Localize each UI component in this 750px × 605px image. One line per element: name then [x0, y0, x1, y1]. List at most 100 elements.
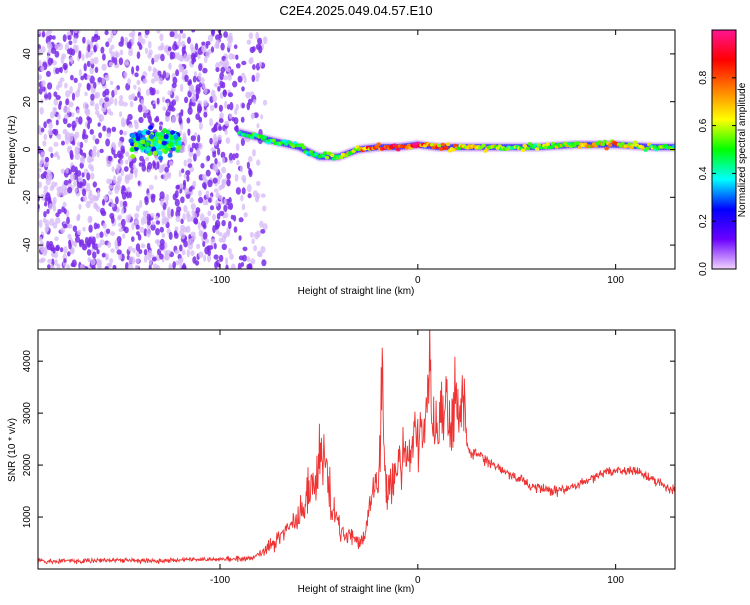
spectrogram-noise-cell [106, 178, 112, 185]
spectrogram-noise-cell [223, 75, 229, 81]
spectrogram-burst-cell [158, 135, 163, 141]
spectrogram-noise-cell [53, 98, 59, 106]
spectrogram-noise-cell [114, 239, 118, 248]
spectrogram-noise-cell [197, 134, 201, 143]
spectrogram-noise-cell [221, 156, 226, 164]
spectrogram-noise-cell [198, 251, 204, 259]
spectrogram-noise-cell [38, 44, 41, 51]
spectrogram-noise-cell [198, 63, 203, 72]
spectrogram-noise-cell [59, 77, 65, 83]
spectrogram-y-ticks: -40 -20 0 20 40 [22, 48, 675, 252]
ridge-cell [526, 146, 531, 151]
spectrogram-noise-cell [168, 231, 173, 240]
spectrogram-noise-cell [88, 189, 93, 196]
spectrogram-noise-cell [46, 244, 52, 251]
ridge-cell [282, 139, 287, 143]
colorbar-label: Normalized spectral amplitude [737, 82, 748, 217]
spectrogram-noise-cell [240, 137, 245, 147]
spectrogram-noise-cell [91, 149, 97, 158]
spectrogram-noise-cell [56, 84, 60, 91]
spectrogram-noise-cell [109, 80, 114, 86]
spectrogram-noise-cell [97, 122, 101, 127]
spectrogram-noise-cell [128, 172, 134, 180]
spectrogram-noise-cell [148, 115, 152, 124]
spectrogram-noise-cell [78, 68, 82, 77]
spectrogram-noise-cell [141, 164, 147, 172]
spectrogram-noise-cell [139, 155, 144, 162]
spectrogram-noise-cell [55, 95, 61, 100]
spectrogram-noise-cell [257, 37, 263, 45]
y-tick-label: 1000 [22, 505, 33, 528]
spectrogram-noise-cell [207, 248, 211, 257]
spectrogram-noise-cell [110, 248, 115, 253]
spectrogram-noise-cell [134, 212, 140, 219]
spectrogram-noise-cell [193, 153, 197, 162]
spectrogram-noise-cell [154, 74, 159, 82]
spectrogram-noise-cell [65, 90, 71, 98]
spectrogram-noise-cell [189, 197, 194, 203]
spectrogram-noise-cell [190, 250, 195, 256]
spectrogram-noise-cell [248, 58, 253, 65]
spectrogram-noise-cell [119, 95, 124, 101]
spectrogram-noise-cell [263, 36, 268, 45]
spectrogram-noise-cell [93, 222, 98, 230]
spectrogram-noise-cell [78, 50, 82, 60]
spectrogram-noise-cell [121, 191, 127, 200]
spectrogram-noise-cell [121, 121, 126, 128]
spectrogram-noise-cell [62, 223, 68, 229]
spectrogram-noise-cell [199, 122, 203, 131]
spectrogram-noise-cell [199, 213, 205, 222]
spectrogram-noise-cell [223, 198, 227, 204]
spectrogram-noise-cell [143, 218, 147, 225]
spectrogram-noise-cell [252, 64, 256, 70]
spectrogram-burst-cell [154, 131, 160, 137]
spectrogram-noise-cell [143, 249, 148, 256]
spectrogram-noise-cell [161, 233, 166, 238]
spectrogram-noise-cell [43, 211, 47, 218]
spectrogram-noise-cell [172, 76, 178, 85]
spectrogram-noise-cell [224, 58, 228, 66]
spectrogram-noise-cell [187, 163, 193, 169]
spectrogram-noise-cell [63, 179, 69, 186]
spectrogram-noise-cell [73, 180, 77, 188]
spectrogram-noise-cell [88, 224, 93, 233]
spectrogram-noise-cell [157, 70, 162, 77]
spectrogram-burst-cell [148, 125, 154, 131]
spectrogram-noise-cell [139, 199, 143, 209]
spectrogram-noise-cell [228, 152, 234, 161]
spectrogram-noise-cell [154, 239, 160, 244]
spectrogram-noise-cell [255, 230, 261, 238]
spectrogram-noise-cell [47, 258, 52, 264]
spectrogram-noise-cell [104, 30, 109, 36]
spectrogram-noise-cell [89, 66, 94, 75]
spectrogram-noise-cell [249, 231, 254, 238]
spectrogram-noise-cell [125, 214, 131, 223]
x-tick-label: 0 [415, 275, 421, 286]
spectrogram-burst-cell [176, 145, 182, 151]
spectrogram-noise-cell [184, 96, 189, 104]
spectrogram-noise-cell [183, 53, 187, 62]
spectrogram-noise-cell [40, 247, 47, 254]
spectrogram-noise-cell [135, 205, 140, 212]
spectrogram-noise-cell [136, 79, 141, 86]
spectrogram-noise-cell [223, 204, 228, 213]
spectrogram-noise-cell [138, 249, 143, 255]
spectrogram-noise-cell [242, 178, 246, 184]
spectrogram-noise-cell [215, 39, 221, 45]
spectrogram-noise-cell [179, 244, 183, 252]
spectrogram-noise-cell [246, 184, 252, 193]
spectrogram-noise-cell [180, 218, 184, 225]
spectrogram-noise-cell [52, 204, 57, 212]
spectrogram-noise-cell [241, 187, 246, 195]
spectrogram-noise-cell [64, 113, 69, 120]
spectrogram-noise-cell [114, 57, 118, 66]
spectrogram-noise-cell [94, 66, 99, 73]
ridge-cell [376, 142, 381, 146]
snr-x-ticks: -100 0 100 [210, 330, 624, 586]
spectrogram-noise-cell [144, 47, 149, 55]
spectrogram-noise-cell [129, 160, 133, 169]
spectrogram-noise-cell [185, 170, 191, 176]
spectrogram-noise-cell [253, 245, 258, 252]
spectrogram-noise-cell [205, 198, 209, 206]
spectrogram-noise-cell [180, 233, 186, 240]
